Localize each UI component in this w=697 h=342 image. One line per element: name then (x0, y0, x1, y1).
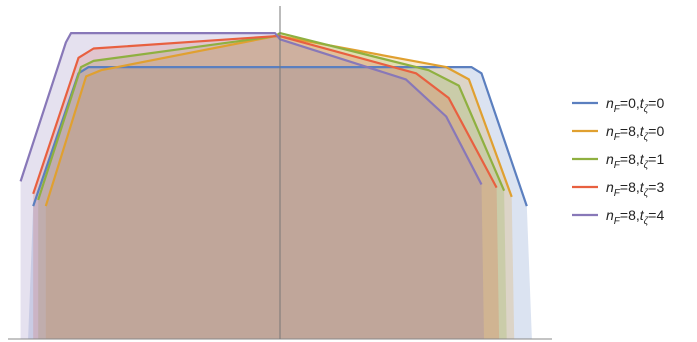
series-area-3 (33, 36, 500, 339)
legend-label-2: nF=8,tζ=1 (606, 151, 664, 171)
legend-label-1: nF=8,tζ=0 (606, 123, 664, 143)
legend-label-3: nF=8,tζ=3 (606, 179, 664, 199)
series-area-2 (38, 33, 507, 339)
legend: nF=0,tζ=0 nF=8,tζ=0 nF=8,tζ=1 nF=8,tζ=3 nF=8… (572, 95, 664, 227)
series-area-4 (20, 33, 484, 339)
legend-label-0: nF=0,tζ=0 (606, 95, 664, 115)
chart-areas (20, 33, 532, 339)
legend-label-4: nF=8,tζ=4 (606, 207, 664, 227)
series-line-4 (19, 31, 483, 186)
